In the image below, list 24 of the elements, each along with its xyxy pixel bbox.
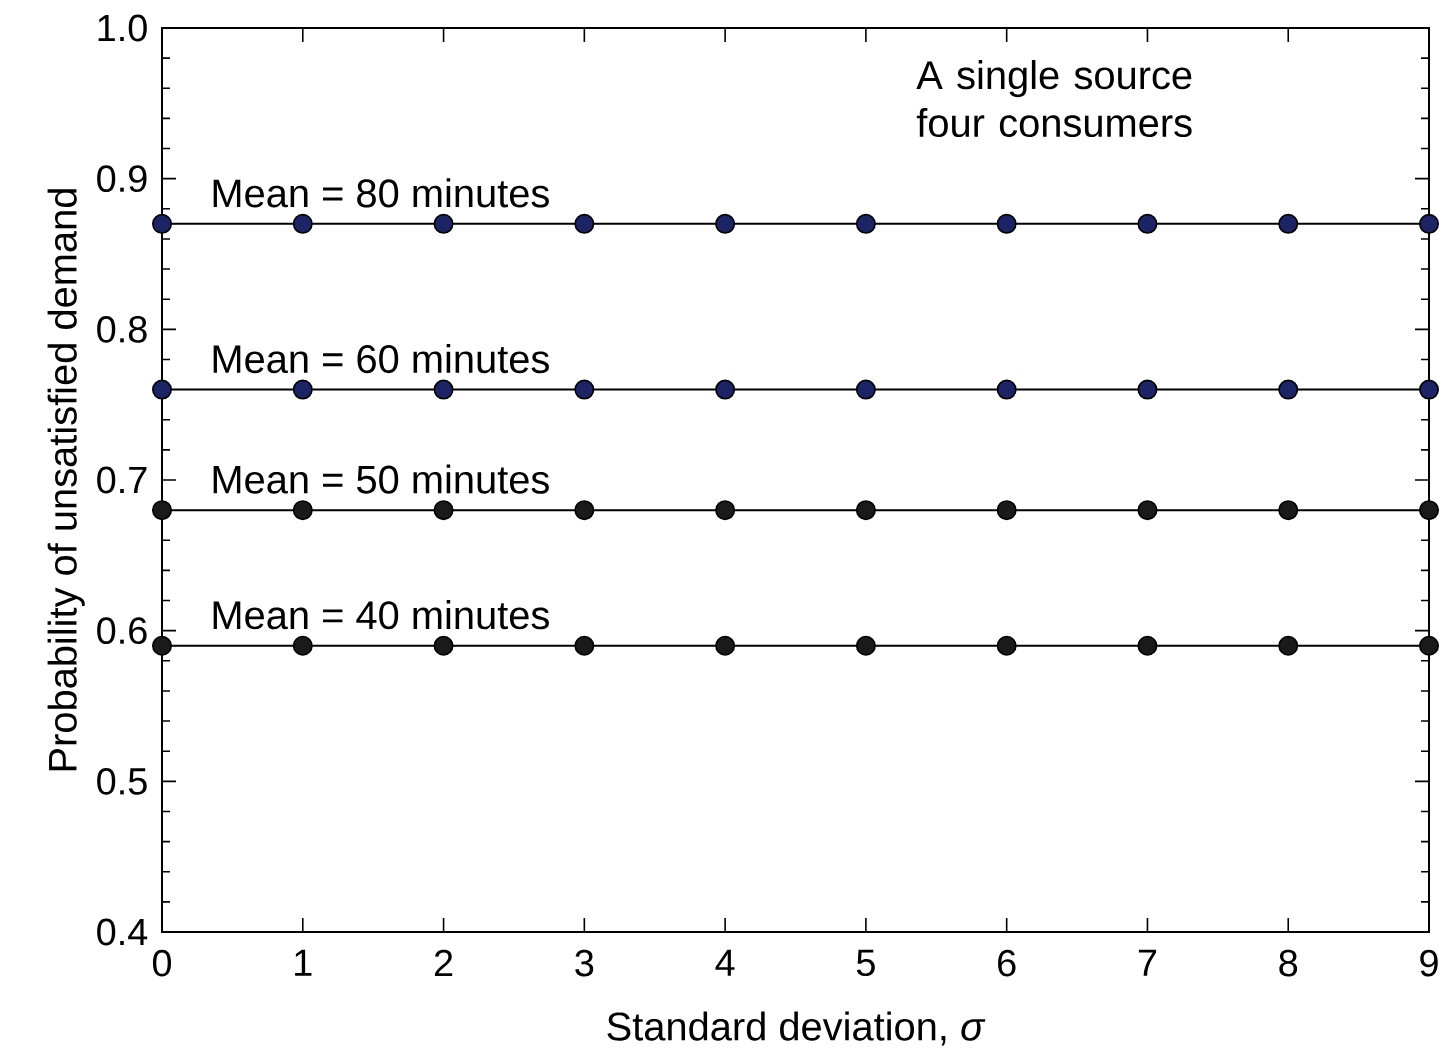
x-tick-label: 6 bbox=[998, 949, 1016, 977]
y-tick-label: 1.0 bbox=[98, 14, 147, 42]
y-tick-label: 0.7 bbox=[97, 466, 147, 494]
y-tick-label: 0.8 bbox=[97, 315, 147, 343]
x-tick-label: 0 bbox=[152, 949, 172, 977]
x-tick-label: 3 bbox=[575, 949, 594, 977]
y-tick-label: 0.9 bbox=[97, 165, 147, 193]
x-tick-label: 1 bbox=[295, 949, 312, 976]
x-tick-label: 7 bbox=[1138, 949, 1157, 976]
x-tick-label: 4 bbox=[715, 949, 735, 976]
x-tick-label: 8 bbox=[1279, 949, 1298, 977]
y-axis-title: Probability of unsatisfied demand bbox=[47, 189, 85, 771]
y-tick-label: 0.4 bbox=[97, 918, 148, 946]
x-tick-label: 9 bbox=[1420, 949, 1438, 977]
x-tick-label: 2 bbox=[434, 949, 453, 977]
series-label: Mean = 60 minutes bbox=[213, 343, 549, 374]
series-label: Mean = 40 minutes bbox=[213, 600, 549, 630]
y-tick-label: 0.6 bbox=[97, 617, 147, 645]
series-label: Mean = 50 minutes bbox=[213, 464, 549, 494]
x-axis-title: Standard deviation, σ bbox=[607, 1011, 986, 1046]
annotation: A single source four consumers bbox=[916, 60, 1192, 138]
y-tick-label: 0.5 bbox=[97, 767, 147, 795]
series-label: Mean = 80 minutes bbox=[213, 178, 549, 208]
x-tick-label: 5 bbox=[856, 949, 875, 977]
